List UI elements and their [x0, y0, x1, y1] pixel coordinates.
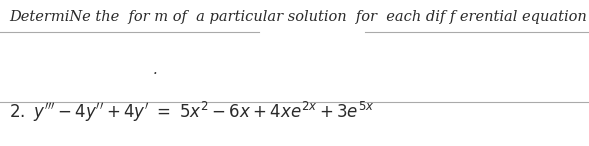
Text: .: . — [153, 63, 158, 77]
Text: DetermiNe the  for m of  a particular solution  for  each dif f erential equatio: DetermiNe the for m of a particular solu… — [9, 10, 587, 24]
Text: $2.\ y''' - 4y'' + 4y' \ = \ 5x^2 - 6x + 4xe^{2x} + 3e^{5x}$: $2.\ y''' - 4y'' + 4y' \ = \ 5x^2 - 6x +… — [9, 100, 374, 124]
